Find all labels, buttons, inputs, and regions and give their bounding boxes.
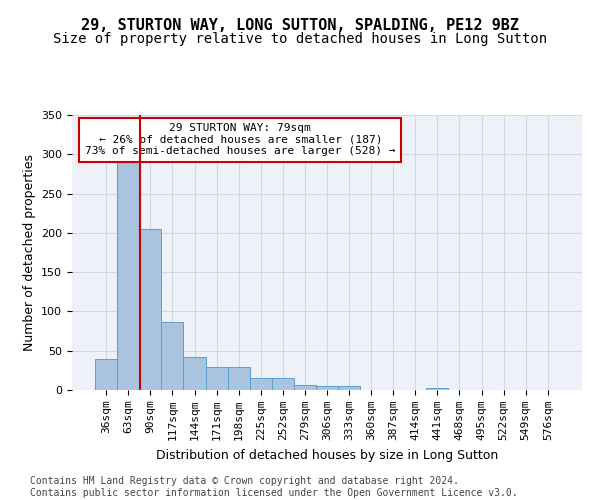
Bar	[294, 384, 316, 390]
Text: Size of property relative to detached houses in Long Sutton: Size of property relative to detached ho…	[53, 32, 547, 46]
Bar	[117, 162, 139, 390]
Bar	[338, 386, 360, 390]
X-axis label: Distribution of detached houses by size in Long Sutton: Distribution of detached houses by size …	[156, 448, 498, 462]
Bar	[227, 367, 250, 390]
Bar	[427, 388, 448, 390]
Bar	[250, 378, 272, 390]
Text: 29 STURTON WAY: 79sqm
← 26% of detached houses are smaller (187)
73% of semi-det: 29 STURTON WAY: 79sqm ← 26% of detached …	[85, 123, 395, 156]
Text: 29, STURTON WAY, LONG SUTTON, SPALDING, PE12 9BZ: 29, STURTON WAY, LONG SUTTON, SPALDING, …	[81, 18, 519, 32]
Bar	[272, 378, 294, 390]
Bar	[161, 322, 184, 390]
Text: Contains HM Land Registry data © Crown copyright and database right 2024.
Contai: Contains HM Land Registry data © Crown c…	[30, 476, 518, 498]
Bar	[95, 358, 117, 390]
Bar	[184, 357, 206, 390]
Bar	[316, 386, 338, 390]
Bar	[139, 229, 161, 390]
Bar	[206, 367, 227, 390]
Y-axis label: Number of detached properties: Number of detached properties	[23, 154, 35, 351]
